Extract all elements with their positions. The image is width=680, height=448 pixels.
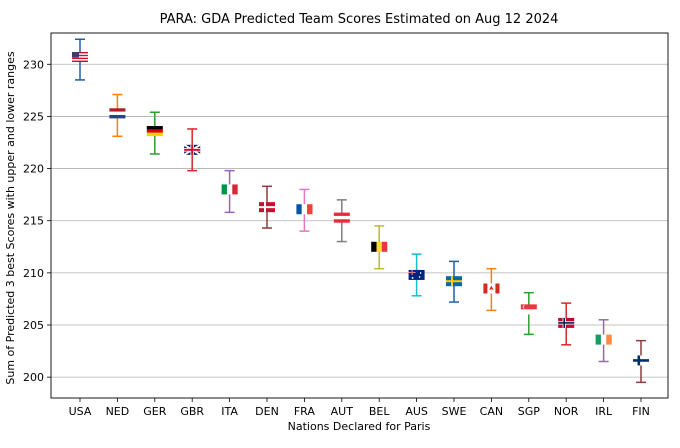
australia-flag-icon	[408, 269, 425, 280]
x-tick-label: BEL	[369, 405, 390, 418]
x-tick-label: NOR	[554, 405, 579, 418]
chart-title: PARA: GDA Predicted Team Scores Estimate…	[160, 12, 559, 27]
plot-frame	[50, 32, 669, 399]
x-tick-label: IRL	[595, 405, 613, 418]
uk-flag-icon	[183, 143, 201, 156]
x-tick-label: ITA	[221, 405, 238, 418]
y-tick-label: 230	[23, 58, 44, 71]
y-axis-label: Sum of Predicted 3 best Scores with uppe…	[4, 51, 17, 385]
x-tick-label: GBR	[180, 405, 204, 418]
y-tick-label: 225	[23, 110, 44, 123]
plot-area: 200 205 210 215 220 225 230 USA NED GER GBR ITA DEN F…	[23, 32, 669, 418]
italy-flag-icon	[221, 184, 238, 195]
y-tick-label: 205	[23, 319, 44, 332]
belgium-flag-icon	[371, 241, 388, 252]
france-flag-icon	[296, 204, 313, 215]
denmark-flag-icon	[259, 202, 275, 213]
x-tick-label: CAN	[480, 405, 503, 418]
norway-flag-icon	[558, 317, 575, 328]
finland-flag-icon	[633, 355, 649, 366]
x-tick-label: AUT	[331, 405, 354, 418]
x-tick-label: SGP	[518, 405, 541, 418]
y-tick-label: 200	[23, 371, 44, 384]
y-tick-label: 210	[23, 267, 44, 280]
canada-flag-icon	[483, 283, 500, 294]
germany-flag-icon	[146, 126, 163, 137]
x-axis-label: Nations Declared for Paris	[288, 420, 431, 433]
x-tick-label: GER	[143, 405, 166, 418]
ireland-flag-icon	[595, 334, 612, 345]
sweden-flag-icon	[446, 276, 462, 287]
x-tick-label: FIN	[632, 405, 650, 418]
us-flag-icon	[72, 51, 88, 63]
x-tick-label: USA	[69, 405, 92, 418]
x-tick-label: NED	[106, 405, 130, 418]
austria-flag-icon	[333, 212, 350, 223]
x-tick-label: DEN	[255, 405, 279, 418]
singapore-flag-icon	[520, 304, 537, 315]
x-tick-label: FRA	[294, 405, 316, 418]
x-tick-label: SWE	[442, 405, 467, 418]
y-tick-label: 215	[23, 215, 44, 228]
netherlands-flag-icon	[109, 108, 126, 119]
y-tick-label: 220	[23, 163, 44, 176]
x-tick-label: AUS	[405, 405, 428, 418]
